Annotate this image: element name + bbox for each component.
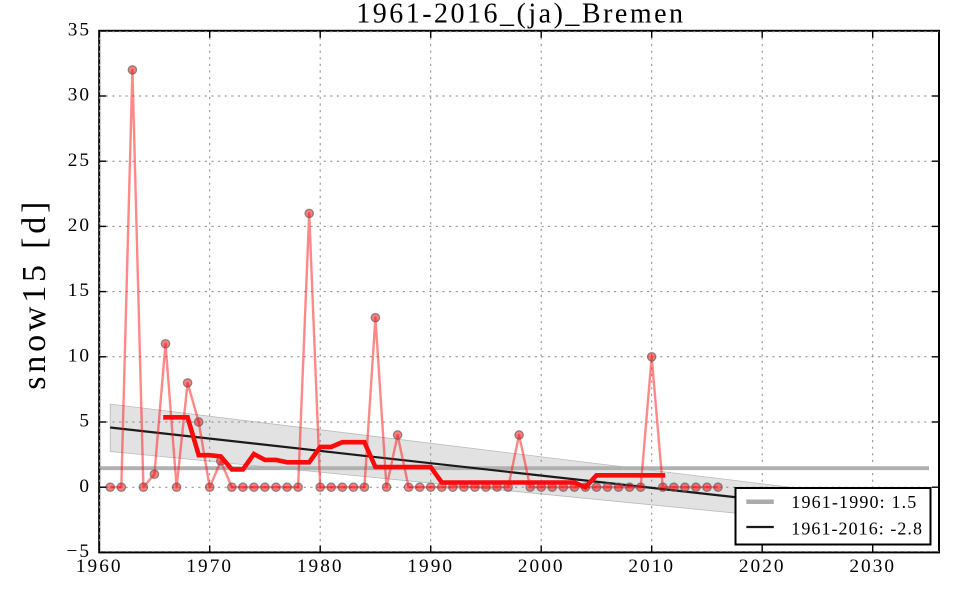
svg-text:35: 35 [68, 19, 91, 40]
svg-text:−5: −5 [66, 541, 91, 562]
svg-text:1990: 1990 [407, 556, 454, 577]
svg-text:2020: 2020 [739, 556, 786, 577]
svg-text:10: 10 [68, 345, 91, 366]
svg-text:2000: 2000 [518, 556, 565, 577]
svg-text:1980: 1980 [297, 556, 344, 577]
svg-text:5: 5 [79, 411, 91, 432]
svg-text:snow15 [d]: snow15 [d] [16, 198, 53, 390]
svg-text:25: 25 [68, 150, 91, 171]
svg-text:20: 20 [68, 215, 91, 236]
svg-text:2030: 2030 [849, 556, 896, 577]
svg-text:1961-1990: 1.5: 1961-1990: 1.5 [791, 492, 917, 512]
svg-text:1961-2016_(ja)_Bremen: 1961-2016_(ja)_Bremen [356, 0, 685, 29]
svg-text:15: 15 [68, 280, 91, 301]
svg-text:1961-2016: -2.8: 1961-2016: -2.8 [791, 518, 923, 538]
svg-text:1960: 1960 [76, 556, 123, 577]
svg-text:30: 30 [68, 85, 91, 106]
svg-text:1970: 1970 [186, 556, 233, 577]
svg-text:2010: 2010 [628, 556, 675, 577]
svg-text:0: 0 [79, 476, 91, 497]
